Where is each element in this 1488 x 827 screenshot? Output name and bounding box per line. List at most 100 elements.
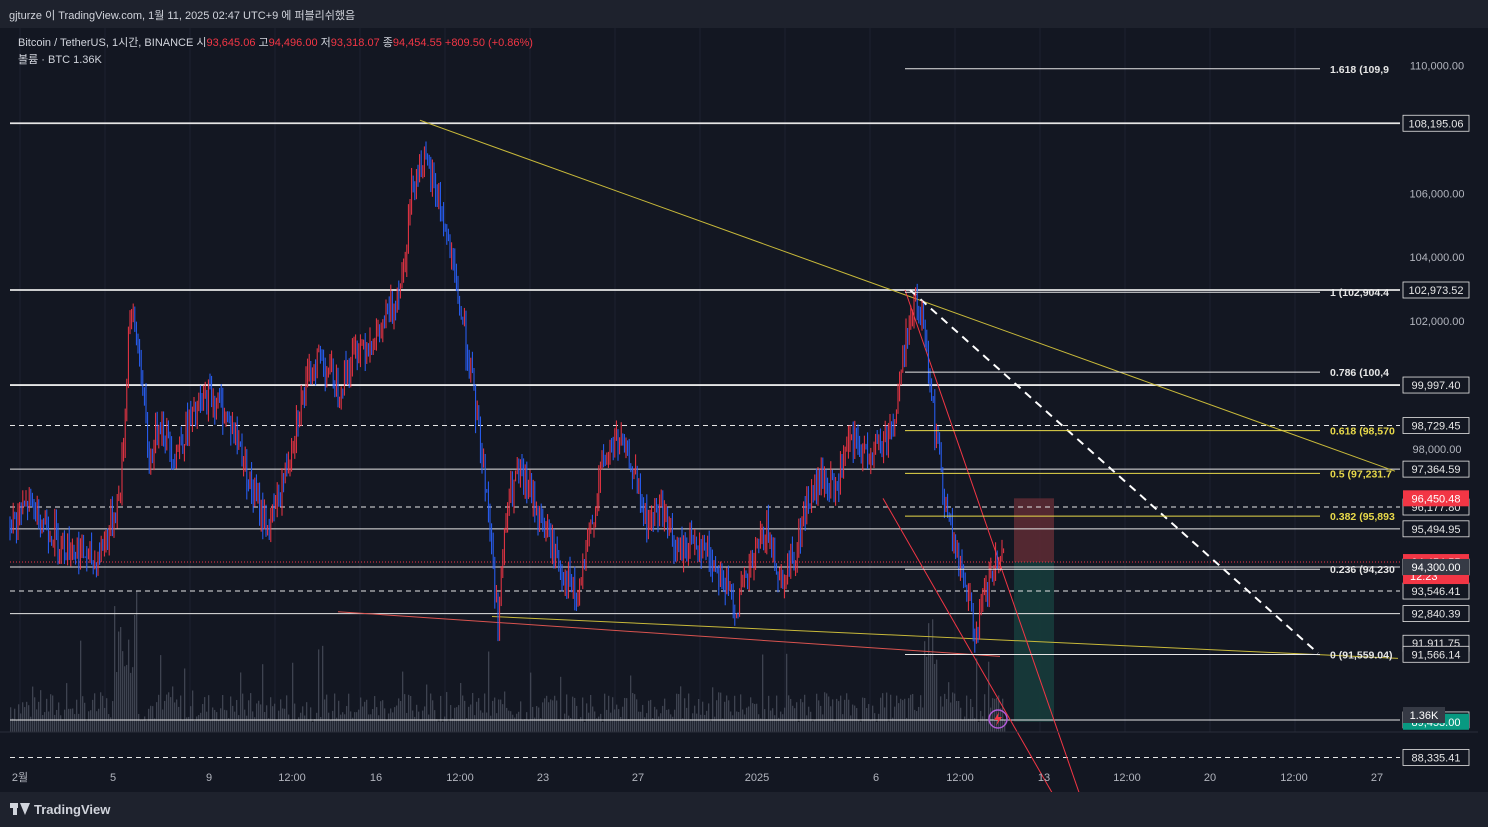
volume-bar	[800, 698, 802, 732]
volume-bar	[658, 716, 660, 732]
volume-bar	[268, 718, 270, 732]
volume-bar	[562, 720, 564, 732]
volume-bar	[732, 715, 734, 732]
volume-bar	[748, 706, 750, 732]
volume-bar	[952, 692, 954, 732]
volume-bar	[634, 694, 636, 732]
volume-bar	[890, 694, 892, 732]
volume-bar	[490, 715, 492, 732]
time-tick-label: 27	[632, 772, 644, 784]
volume-bar	[64, 709, 66, 732]
volume-bar	[938, 720, 940, 732]
tradingview-logo[interactable]: TradingView	[10, 802, 110, 817]
volume-bar	[102, 695, 104, 732]
volume-bar	[400, 700, 402, 732]
lightning-icon[interactable]	[988, 709, 1008, 729]
volume-bar	[978, 721, 980, 732]
trendline-support[interactable]	[337, 611, 1001, 657]
volume-bar	[664, 698, 666, 732]
volume-bar	[226, 710, 228, 732]
volume-bar	[382, 700, 384, 732]
legend-volume-row[interactable]: 볼륨 · BTC 1.36K	[18, 54, 102, 66]
volume-bar	[654, 706, 656, 732]
volume-bar	[322, 645, 324, 732]
volume-bar	[700, 714, 702, 732]
volume-bar	[170, 697, 172, 732]
volume-bar	[388, 713, 390, 732]
volume-bar	[158, 694, 160, 732]
volume-bar	[512, 714, 514, 732]
volume-bar	[434, 710, 436, 732]
volume-bar	[834, 721, 836, 732]
volume-bar	[796, 702, 798, 732]
volume-bar	[718, 692, 720, 732]
chart-area[interactable]	[0, 28, 1478, 792]
level-price-box	[1402, 520, 1470, 538]
price-axis-bg[interactable]	[1400, 28, 1478, 792]
volume-bar	[848, 699, 850, 732]
volume-bar	[294, 703, 296, 732]
volume-bar	[18, 704, 20, 732]
volume-bar	[230, 696, 232, 732]
level-price-label: 96,177.80	[1412, 502, 1461, 514]
volume-bar	[524, 719, 526, 732]
time-axis[interactable]: 2월 5 9 12:00 16 12:00 23 27 2025 6 12:00 13 12:00 20 1…	[0, 731, 1478, 784]
volume-bar	[428, 714, 430, 732]
volume-bar	[656, 709, 658, 732]
volume-bar	[582, 697, 584, 732]
volume-bar	[690, 719, 692, 732]
volume-bar	[366, 699, 368, 732]
volume-bar	[484, 693, 486, 732]
price-axis[interactable]: 98,000.00 102,000.00 104,000.00 106,000.00 1…	[1400, 28, 1478, 792]
volume-bar	[386, 719, 388, 732]
volume-bar	[730, 711, 732, 732]
volume-bar	[86, 721, 88, 732]
volume-bar	[266, 705, 268, 732]
volume-bar	[26, 701, 28, 732]
volume-bar	[92, 699, 94, 732]
time-tick-label: 12:00	[278, 772, 306, 784]
volume-bar	[352, 717, 354, 732]
volume-bar	[646, 713, 648, 732]
volume-bar	[426, 684, 428, 732]
volume-bar	[522, 719, 524, 732]
volume-bar	[756, 703, 758, 732]
volume-bar	[478, 698, 480, 732]
trendline-wedge-bottom[interactable]	[882, 498, 1060, 792]
volume-bar	[190, 706, 192, 732]
projection-dashed-line[interactable]	[909, 289, 1319, 654]
stop-price-badge-box	[1403, 490, 1469, 507]
volume-bar	[546, 695, 548, 732]
level-price-label: 98,729.45	[1412, 421, 1461, 433]
volume-bar	[254, 717, 256, 732]
volume-bar	[724, 701, 726, 732]
volume-bar	[38, 701, 40, 732]
fib-level-label: 1 (102,904.4	[1330, 287, 1389, 299]
volume-bar	[776, 695, 778, 732]
volume-bar	[262, 664, 264, 732]
volume-bar	[198, 715, 200, 732]
volume-bar	[632, 692, 634, 732]
level-price-box	[1402, 645, 1470, 663]
candles	[9, 141, 1005, 653]
volume-bar	[570, 717, 572, 732]
price-chart[interactable]: 1.618 (109,9 1 (102,904.4 0.786 (100,4 0.61…	[0, 28, 1478, 792]
volume-bar	[122, 651, 124, 732]
trendline-lower[interactable]	[491, 615, 1399, 659]
volume-bar	[940, 696, 942, 732]
volume-bar	[62, 719, 64, 732]
volume-bar	[808, 706, 810, 732]
volume-bar	[472, 692, 474, 732]
volume-bar	[912, 693, 914, 732]
volume-bar	[958, 701, 960, 732]
volume-bar	[264, 711, 266, 732]
volume-bar	[80, 640, 82, 732]
volume-bar	[74, 714, 76, 732]
legend-symbol[interactable]: Bitcoin / TetherUS, 1시간, BINANCE	[18, 37, 194, 49]
volume-bar	[554, 695, 556, 732]
trendline-wedge-top[interactable]	[904, 289, 1085, 792]
volume-bar	[642, 704, 644, 732]
volume-bar	[398, 698, 400, 732]
volume-bar	[348, 693, 350, 732]
volume-bar	[590, 694, 592, 732]
